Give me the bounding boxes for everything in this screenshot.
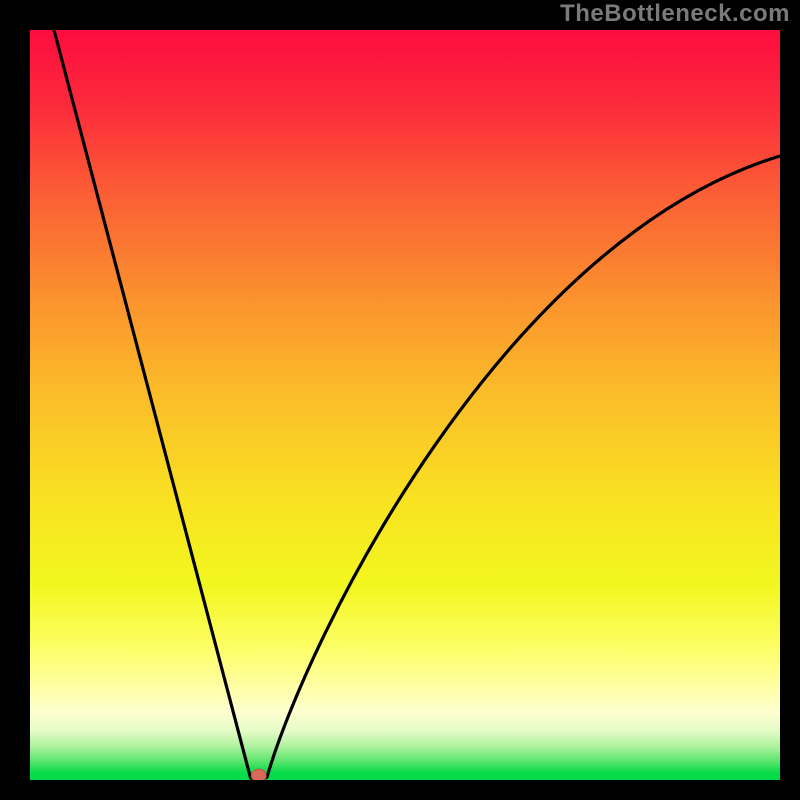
chart-svg <box>30 30 780 780</box>
figure-container: TheBottleneck.com <box>0 0 800 800</box>
plot-area <box>30 30 780 780</box>
minimum-marker <box>251 769 266 780</box>
watermark-text: TheBottleneck.com <box>560 0 790 28</box>
